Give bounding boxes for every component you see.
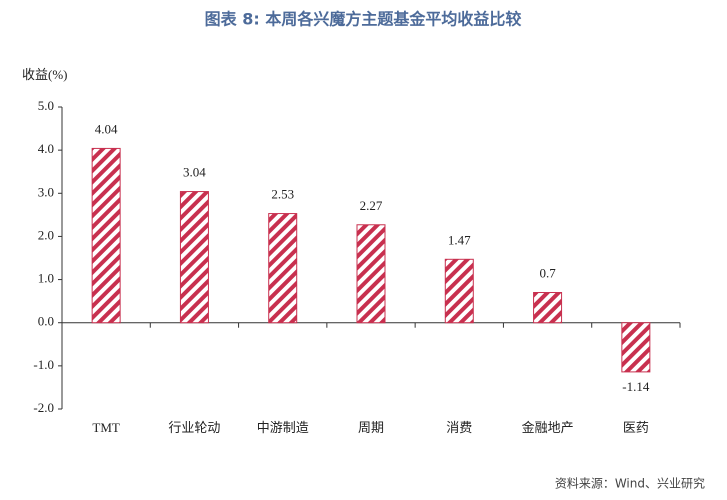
x-tick-label: TMT [92, 420, 120, 435]
x-tick-label: 周期 [358, 420, 384, 435]
x-tick-label: 医药 [623, 420, 649, 435]
value-label: 0.7 [539, 265, 556, 280]
bar [179, 191, 209, 324]
y-tick-label: 1.0 [38, 271, 54, 286]
y-tick-label: -1.0 [33, 357, 54, 372]
y-tick-label: 3.0 [38, 184, 54, 199]
bar [91, 147, 121, 324]
y-tick-label: 0.0 [38, 314, 54, 329]
x-tick-label: 消费 [446, 420, 472, 435]
y-tick-label: -2.0 [33, 400, 54, 415]
bar [268, 213, 298, 324]
chart-title: 图表 8: 本周各兴魔方主题基金平均收益比较 [205, 10, 522, 29]
x-tick-label: 金融地产 [522, 420, 574, 435]
value-label: -1.14 [622, 379, 650, 394]
value-label: 2.27 [360, 198, 383, 213]
bar [533, 292, 563, 324]
value-label: 3.04 [183, 165, 206, 180]
x-tick-label: 行业轮动 [168, 420, 220, 435]
bar [621, 322, 651, 373]
y-tick-label: 5.0 [38, 98, 54, 113]
y-tick-label: 2.0 [38, 227, 54, 242]
value-label: 2.53 [271, 187, 294, 202]
x-tick-label: 中游制造 [257, 420, 309, 435]
source: 资料来源：Wind、兴业研究 [555, 476, 705, 491]
value-label: 4.04 [95, 121, 118, 136]
bar [356, 224, 386, 324]
bar [444, 258, 474, 324]
value-label: 1.47 [448, 232, 471, 247]
y-tick-label: 4.0 [38, 141, 54, 156]
y-axis-label: 收益(%) [22, 67, 68, 82]
